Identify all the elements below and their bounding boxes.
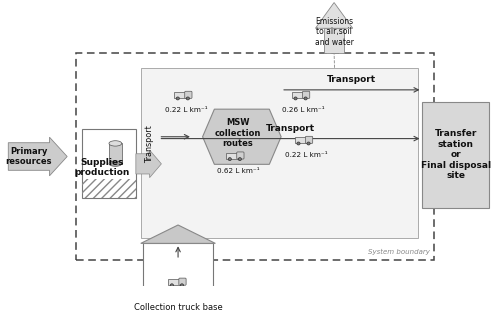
FancyBboxPatch shape — [184, 91, 192, 98]
Bar — [141, 68, 417, 238]
Polygon shape — [316, 2, 352, 28]
Polygon shape — [141, 225, 216, 243]
Text: Emissions
to air,soil
and water: Emissions to air,soil and water — [314, 17, 354, 47]
Text: Transport: Transport — [145, 126, 154, 163]
Text: Transport: Transport — [327, 75, 376, 84]
Polygon shape — [202, 109, 281, 164]
FancyBboxPatch shape — [82, 129, 136, 198]
Circle shape — [170, 284, 173, 287]
FancyBboxPatch shape — [302, 91, 310, 98]
FancyArrow shape — [136, 150, 162, 178]
Ellipse shape — [109, 141, 122, 146]
FancyBboxPatch shape — [179, 278, 186, 285]
Bar — [295, 137, 306, 143]
Text: MSW
collection
routes: MSW collection routes — [214, 118, 261, 148]
Circle shape — [297, 142, 300, 145]
Ellipse shape — [109, 161, 122, 166]
Circle shape — [228, 157, 232, 161]
Circle shape — [180, 284, 184, 287]
Text: 0.22 L km⁻¹: 0.22 L km⁻¹ — [164, 107, 207, 113]
Bar — [324, 28, 344, 53]
Text: System boundary: System boundary — [368, 249, 430, 255]
Bar — [109, 144, 122, 164]
Bar — [82, 179, 136, 198]
Text: 0.62 L km⁻¹: 0.62 L km⁻¹ — [216, 168, 259, 174]
Text: 0.22 L km⁻¹: 0.22 L km⁻¹ — [286, 153, 328, 158]
Bar — [292, 92, 304, 98]
Bar — [76, 53, 434, 260]
Circle shape — [304, 97, 307, 100]
Text: 0.26 L km⁻¹: 0.26 L km⁻¹ — [282, 107, 325, 113]
Text: Transfer
station
or
Final disposal
site: Transfer station or Final disposal site — [420, 129, 491, 180]
Text: Supplies
production: Supplies production — [74, 157, 130, 177]
Circle shape — [186, 97, 190, 100]
Text: Collection truck base: Collection truck base — [134, 303, 222, 310]
Text: Primary
resources: Primary resources — [6, 147, 52, 166]
FancyArrow shape — [8, 137, 67, 176]
Bar — [168, 279, 180, 285]
Bar — [174, 92, 186, 98]
FancyBboxPatch shape — [306, 136, 312, 144]
Circle shape — [294, 97, 297, 100]
Circle shape — [176, 97, 180, 100]
Circle shape — [307, 142, 310, 145]
FancyBboxPatch shape — [142, 243, 214, 297]
Text: Transport: Transport — [266, 124, 315, 133]
FancyBboxPatch shape — [422, 102, 489, 207]
Bar — [226, 153, 237, 159]
Circle shape — [238, 157, 242, 161]
FancyBboxPatch shape — [236, 152, 244, 159]
